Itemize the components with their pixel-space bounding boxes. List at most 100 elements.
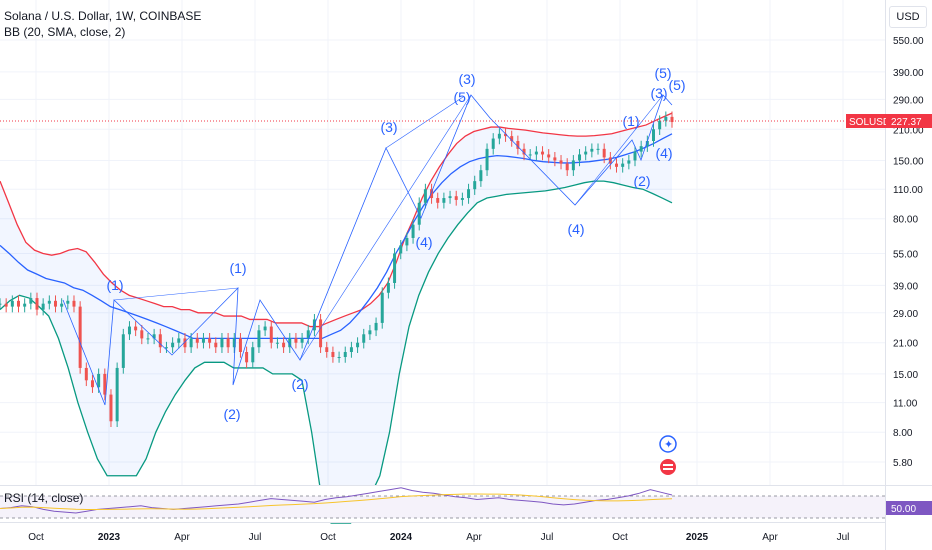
candle-body [208, 338, 212, 343]
time-tick-label: Apr [174, 532, 190, 543]
info-icon-glyph: ✦ [664, 439, 673, 451]
candle-body [670, 116, 674, 123]
price-tick-label: 15.00 [893, 370, 918, 381]
candle-body [547, 154, 551, 158]
candle-body [195, 338, 199, 343]
wave-label: (3) [380, 119, 397, 135]
time-tick-label: 2025 [686, 532, 709, 543]
candle-body [23, 303, 27, 307]
candle-body [10, 300, 14, 307]
candle-body [349, 347, 353, 352]
candle-body [4, 303, 8, 307]
candle-body [639, 146, 643, 152]
candle-body [510, 136, 514, 142]
candle-body [386, 282, 390, 293]
grid-layer [0, 0, 885, 522]
candle-body [97, 373, 101, 388]
wave-label: (5) [654, 65, 671, 81]
candle-body [84, 367, 88, 381]
candle-body [294, 338, 298, 343]
bb-indicator-label[interactable]: BB (20, SMA, close, 2) [4, 25, 126, 39]
last-price-tag [886, 114, 932, 128]
candle-body [201, 338, 205, 343]
candle-body [282, 342, 286, 348]
candle-body [658, 120, 662, 130]
rsi-ma-line [0, 493, 673, 511]
candle-body [251, 347, 255, 363]
candle-body [479, 170, 483, 182]
candle-body [72, 300, 76, 307]
candle-body [319, 319, 323, 348]
wave-guide [113, 287, 239, 301]
candle-body [534, 151, 538, 155]
candle-body [53, 300, 57, 307]
candle-body [331, 351, 335, 358]
candle-body [300, 338, 304, 343]
flag-icon[interactable] [660, 459, 676, 475]
candle-body [362, 334, 366, 343]
candle-body [652, 129, 656, 142]
candlesticks [0, 111, 674, 428]
candle-body [115, 367, 119, 422]
candle-body [343, 351, 347, 358]
candle-body [238, 338, 242, 352]
wave-guide [385, 96, 464, 149]
candle-body [448, 196, 452, 199]
candle-body [109, 394, 113, 422]
bb-lower-line [0, 180, 673, 524]
candle-body [405, 237, 409, 246]
wave-label: (1) [229, 260, 246, 276]
candle-body [380, 292, 384, 323]
time-tick-label: Jul [249, 532, 262, 543]
wave-label: (2) [633, 173, 650, 189]
rsi-band [0, 496, 885, 518]
chart-title[interactable]: Solana / U.S. Dollar, 1W, COINBASE [4, 9, 202, 23]
price-tick-label: 21.00 [893, 339, 918, 350]
price-axis[interactable]: 550.00 390.00 290.00 210.00 150.00 110.00 80.0… [893, 36, 924, 469]
candle-body [596, 148, 600, 150]
candle-body [275, 342, 279, 344]
info-icon[interactable] [659, 435, 677, 453]
candle-body [491, 138, 495, 149]
candle-body [504, 133, 508, 137]
candle-body [565, 163, 569, 171]
rsi-level-label: 50.00 [891, 504, 916, 515]
candle-body [164, 347, 168, 349]
candle-body [442, 198, 446, 203]
wave-label: (4) [567, 221, 584, 237]
flag-icon-stripe-2 [663, 468, 673, 470]
candle-body [374, 322, 378, 331]
time-tick-label: Apr [466, 532, 482, 543]
candle-body [516, 141, 520, 149]
candle-body [146, 338, 150, 340]
time-tick-label: 2024 [390, 532, 413, 543]
candle-body [559, 160, 563, 164]
candle-body [29, 298, 33, 304]
price-tick-label: 5.80 [893, 458, 913, 469]
candle-body [571, 160, 575, 171]
candle-body [621, 163, 625, 167]
symbol-tag [846, 114, 886, 128]
candle-body [127, 326, 131, 335]
candle-body [257, 330, 261, 348]
candle-body [245, 351, 249, 363]
time-axis[interactable]: Oct 2023 Apr Jul Oct 2024 Apr Jul Oct 2025 Apr Jul [28, 532, 849, 543]
bb-upper-line [0, 112, 673, 328]
candle-body [140, 330, 144, 339]
candle-body [177, 338, 181, 343]
candle-body [152, 334, 156, 339]
candle-body [590, 148, 594, 152]
rsi-pane [0, 486, 885, 522]
wave-label: (4) [415, 234, 432, 250]
candle-body [602, 148, 606, 158]
candle-body [103, 373, 107, 395]
currency-selector[interactable]: USD [889, 6, 927, 28]
wave-label: (5) [453, 89, 470, 105]
candle-body [399, 245, 403, 254]
wave-label: (3) [458, 71, 475, 87]
candle-body [645, 141, 649, 147]
rsi-indicator-label[interactable]: RSI (14, close) [4, 491, 84, 505]
wave-label: (1) [106, 277, 123, 293]
candle-body [627, 160, 631, 164]
